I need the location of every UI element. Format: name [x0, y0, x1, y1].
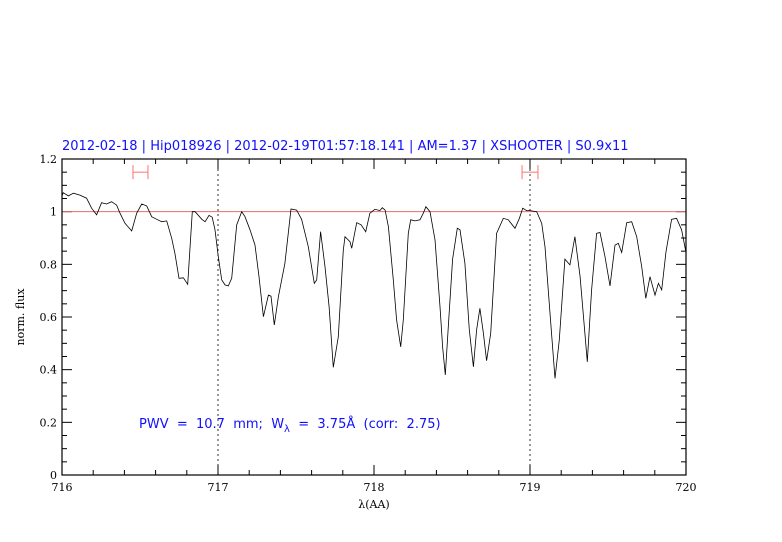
- x-tick-label: 719: [520, 481, 541, 494]
- x-tick-label: 716: [52, 481, 73, 494]
- annotation-suffix: = 3.75Å (corr: 2.75): [290, 416, 441, 432]
- y-tick-label: 1: [50, 206, 57, 219]
- pwv-annotation: PWV = 10.7 mm; Wλ = 3.75Å (corr: 2.75): [139, 416, 441, 435]
- y-tick-label: 0.2: [40, 416, 58, 429]
- y-tick-label: 0.4: [40, 364, 58, 377]
- x-tick-label: 718: [364, 481, 385, 494]
- annotation-prefix: PWV = 10.7 mm; W: [139, 417, 284, 432]
- y-tick-label: 1.2: [40, 153, 58, 166]
- y-axis-label: norm. flux: [14, 288, 27, 346]
- axis-ticks: 716 717 718 719 720 0 0.2 0.4 0.6 0.8 1 1.2: [40, 153, 697, 494]
- x-tick-label: 717: [208, 481, 229, 494]
- x-tick-label: 720: [676, 481, 697, 494]
- x-axis-label: λ(AA): [358, 498, 389, 511]
- series-line-flux: [61, 192, 687, 379]
- y-tick-label: 0.8: [40, 258, 58, 271]
- y-tick-label: 0.6: [40, 311, 58, 324]
- y-tick-label: 0: [50, 469, 57, 482]
- overlays: [62, 159, 686, 475]
- annotation-subscript: λ: [284, 424, 290, 435]
- chart-title: 2012-02-18 | Hip018926 | 2012-02-19T01:5…: [62, 139, 629, 154]
- plot-frame: [61, 158, 687, 476]
